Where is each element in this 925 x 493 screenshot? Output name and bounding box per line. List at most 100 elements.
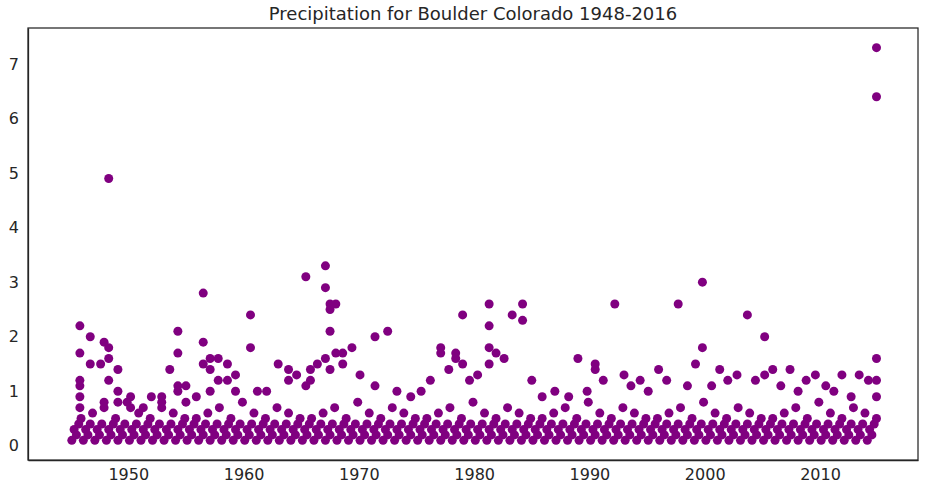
point: [306, 376, 315, 385]
tick-label: 2000: [685, 465, 726, 484]
point: [231, 370, 240, 379]
point: [814, 398, 823, 407]
point: [821, 381, 830, 390]
point: [411, 414, 420, 423]
point: [644, 387, 653, 396]
x-axis: 1950196019701980199020002010: [29, 460, 919, 484]
point: [249, 409, 258, 418]
point: [837, 414, 846, 423]
point: [872, 43, 881, 52]
tick: 0: [9, 436, 28, 455]
point: [246, 343, 255, 352]
point: [607, 414, 616, 423]
tick-label: 1990: [570, 465, 611, 484]
point: [307, 414, 316, 423]
point: [113, 387, 122, 396]
point: [860, 409, 869, 418]
point: [192, 414, 201, 423]
tick-label: 7: [9, 55, 19, 74]
point: [699, 398, 708, 407]
point: [855, 370, 864, 379]
point: [371, 332, 380, 341]
point: [165, 365, 174, 374]
point: [238, 398, 247, 407]
point: [527, 376, 536, 385]
point: [75, 381, 84, 390]
point: [722, 414, 731, 423]
point: [86, 332, 95, 341]
point: [780, 409, 789, 418]
point: [426, 376, 435, 385]
tick: 1990: [570, 460, 611, 484]
point: [538, 392, 547, 401]
point: [723, 376, 732, 385]
point: [620, 370, 629, 379]
tick-label: 1: [9, 382, 19, 401]
point: [445, 403, 454, 412]
point: [262, 387, 271, 396]
y-axis: 01234567: [9, 29, 29, 461]
point: [246, 310, 255, 319]
point: [561, 403, 570, 412]
plot-frame: [28, 28, 918, 460]
point: [75, 392, 84, 401]
tick: 1960: [224, 460, 265, 484]
point: [485, 321, 494, 330]
point: [422, 414, 431, 423]
tick-label: 2010: [800, 465, 841, 484]
point: [173, 387, 182, 396]
point: [768, 365, 777, 374]
point: [572, 414, 581, 423]
point: [508, 310, 517, 319]
point: [802, 376, 811, 385]
tick-label: 4: [9, 218, 19, 237]
point: [215, 403, 224, 412]
point: [676, 403, 685, 412]
point: [292, 370, 301, 379]
point: [356, 370, 365, 379]
tick: 2010: [800, 460, 841, 484]
point: [715, 365, 724, 374]
point: [331, 300, 340, 309]
tick: 7: [9, 55, 28, 74]
point: [707, 381, 716, 390]
point: [691, 360, 700, 369]
point: [469, 398, 478, 407]
point: [492, 349, 501, 358]
point: [284, 409, 293, 418]
point: [630, 409, 639, 418]
point: [458, 360, 467, 369]
point: [376, 414, 385, 423]
point: [591, 365, 600, 374]
point: [698, 278, 707, 287]
point: [330, 403, 339, 412]
point: [515, 409, 524, 418]
point: [226, 414, 235, 423]
point: [75, 349, 84, 358]
point: [111, 414, 120, 423]
point: [231, 387, 240, 396]
point: [113, 398, 122, 407]
point: [126, 403, 135, 412]
point: [157, 398, 166, 407]
point: [274, 360, 283, 369]
tick-label: 1950: [108, 465, 149, 484]
point: [338, 349, 347, 358]
tick-label: 1960: [224, 465, 265, 484]
title: Precipitation for Boulder Colorado 1948-…: [269, 3, 677, 24]
tick: 4: [9, 218, 28, 237]
point: [872, 392, 881, 401]
point: [872, 414, 881, 423]
point: [864, 376, 873, 385]
point: [826, 409, 835, 418]
point: [342, 414, 351, 423]
point: [181, 398, 190, 407]
point: [104, 354, 113, 363]
point: [776, 381, 785, 390]
point: [338, 360, 347, 369]
point: [610, 300, 619, 309]
point: [104, 376, 113, 385]
point: [654, 365, 663, 374]
point: [636, 376, 645, 385]
point: [473, 370, 482, 379]
